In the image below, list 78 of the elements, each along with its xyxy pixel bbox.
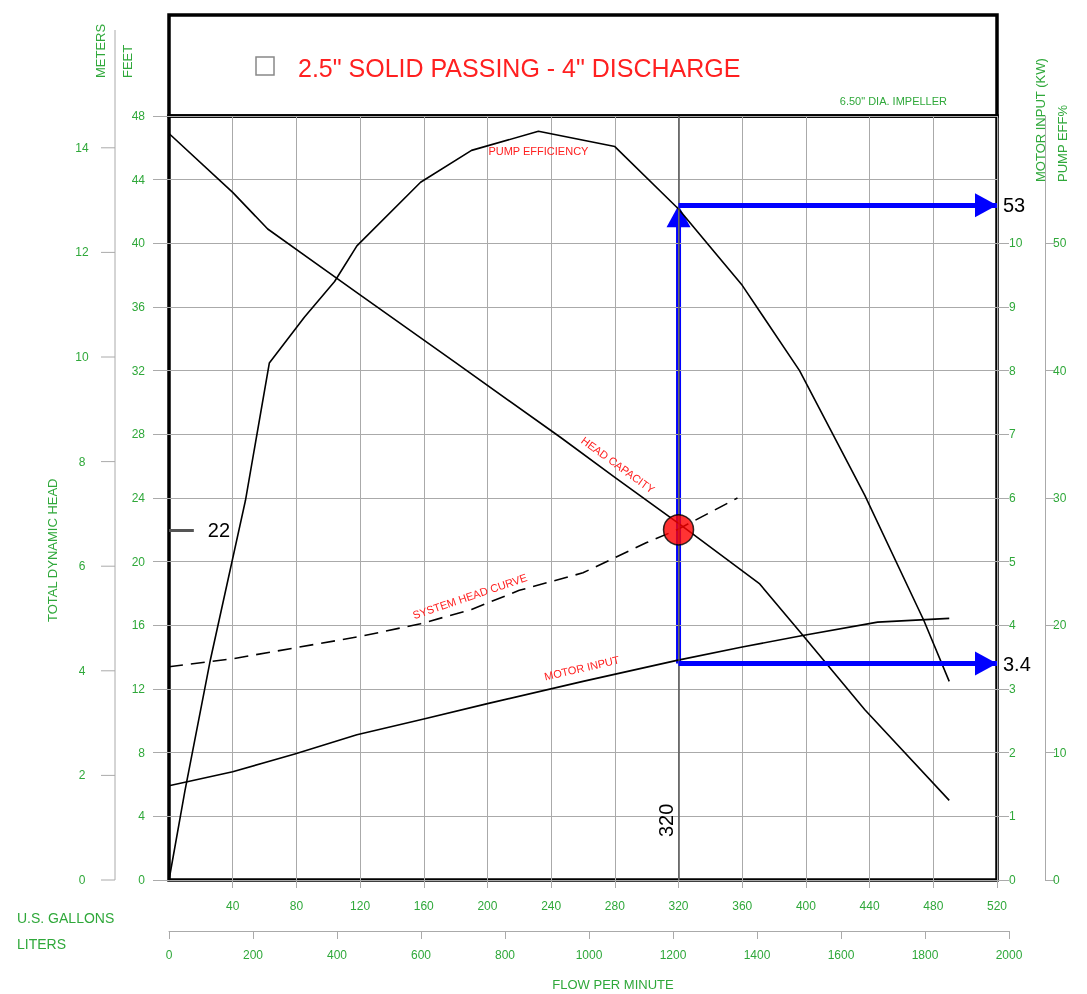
ref-line-label: 53: [1003, 194, 1026, 217]
x2-tick-label: 1200: [659, 948, 687, 962]
x-tick-label: 320: [668, 899, 689, 913]
x-tick-label: 160: [413, 899, 435, 913]
x2-tick-label: 200: [242, 948, 264, 962]
series-label: PUMP EFFICIENCY: [488, 144, 590, 157]
y-tick-label: 24: [131, 491, 146, 505]
y-tick-label: 4: [138, 809, 146, 824]
y-tick-label: 44: [131, 172, 146, 187]
ref-line-label: 22: [207, 518, 231, 541]
y-tick-label: 28: [131, 427, 146, 442]
y3-tick-label: 40: [1053, 363, 1067, 378]
x-tick-label: 400: [795, 899, 817, 913]
text: METERS: [92, 23, 108, 78]
x-tick-label: 200: [477, 899, 498, 913]
y3-tick-label: 0: [1053, 873, 1060, 887]
x2-tick-label: 800: [494, 948, 516, 962]
text: 12: [75, 245, 89, 260]
text: 14: [75, 140, 89, 155]
y3-tick-label: 20: [1053, 618, 1067, 633]
x2-tick-label: 2000: [995, 948, 1023, 962]
x-tick-label: 80: [289, 899, 304, 913]
x-tick-label: 480: [923, 899, 944, 913]
y2-tick-label: 3: [1009, 682, 1016, 696]
x2-tick-label: 1600: [827, 948, 855, 962]
x2-axis-title: LITERS: [17, 936, 67, 952]
y-tick-label: 48: [131, 109, 146, 123]
x2-tick-label: 1800: [911, 948, 939, 962]
x-tick-label: 240: [541, 899, 562, 913]
y-tick-label: 36: [131, 300, 146, 314]
text: 2: [78, 768, 86, 783]
y3-tick-label: 30: [1053, 491, 1067, 505]
text: 6: [78, 559, 86, 574]
y2-tick-label: 1: [1009, 809, 1016, 824]
y-tick-label: 16: [131, 618, 146, 633]
x-tick-label: 360: [732, 899, 753, 913]
y-tick-label: 32: [131, 363, 146, 378]
text: MOTOR INPUT: [543, 653, 621, 683]
y-tick-label: 20: [131, 554, 146, 569]
y2-axis-title: MOTOR INPUT (KW): [1032, 58, 1048, 182]
y2-tick-label: 2: [1009, 745, 1016, 760]
x-tick-label: 520: [986, 899, 1008, 913]
chart-subtitle: 6.50" DIA. IMPELLER: [839, 94, 948, 107]
y3-axis-title: PUMP EFF%: [1054, 104, 1070, 182]
y2-tick-label: 4: [1009, 618, 1016, 633]
text: 4: [78, 663, 86, 678]
x-axis-title: U.S. GALLONS: [17, 910, 115, 926]
y-tick-label: 12: [131, 682, 146, 696]
ref-line-label: 3.4: [1003, 652, 1031, 675]
y2-tick-label: 5: [1009, 554, 1016, 569]
x2-tick-label: 0: [165, 948, 173, 962]
y2-tick-label: 6: [1009, 491, 1016, 505]
chart-title: 2.5" SOLID PASSING - 4" DISCHARGE: [298, 53, 741, 82]
x-tick-label: 40: [226, 899, 240, 913]
y-axis-title: FEET: [119, 44, 135, 78]
x-tick-label: 440: [859, 899, 880, 913]
y2-tick-label: 0: [1009, 873, 1016, 887]
y-tick-label: 8: [138, 745, 146, 760]
x2-tick-label: 400: [326, 948, 348, 962]
x-tick-label: 120: [350, 899, 371, 913]
text: TOTAL DYNAMIC HEAD: [44, 478, 60, 622]
ref-line-label: 320: [654, 803, 677, 837]
text: 0: [78, 873, 86, 887]
y2-tick-label: 10: [1009, 236, 1023, 251]
y3-tick-label: 50: [1053, 236, 1067, 251]
y-tick-label: 40: [131, 236, 146, 251]
text: 8: [78, 454, 86, 469]
text: 10: [75, 350, 89, 364]
text: FLOW PER MINUTE: [552, 976, 674, 992]
x2-tick-label: 1400: [743, 948, 771, 962]
x2-tick-label: 600: [410, 948, 432, 962]
y2-tick-label: 7: [1009, 427, 1016, 442]
y-tick-label: 0: [138, 873, 146, 887]
y2-tick-label: 9: [1009, 300, 1016, 314]
y3-tick-label: 10: [1053, 745, 1067, 760]
x2-tick-label: 1000: [575, 948, 603, 962]
x-tick-label: 280: [604, 899, 626, 913]
y2-tick-label: 8: [1009, 363, 1016, 378]
